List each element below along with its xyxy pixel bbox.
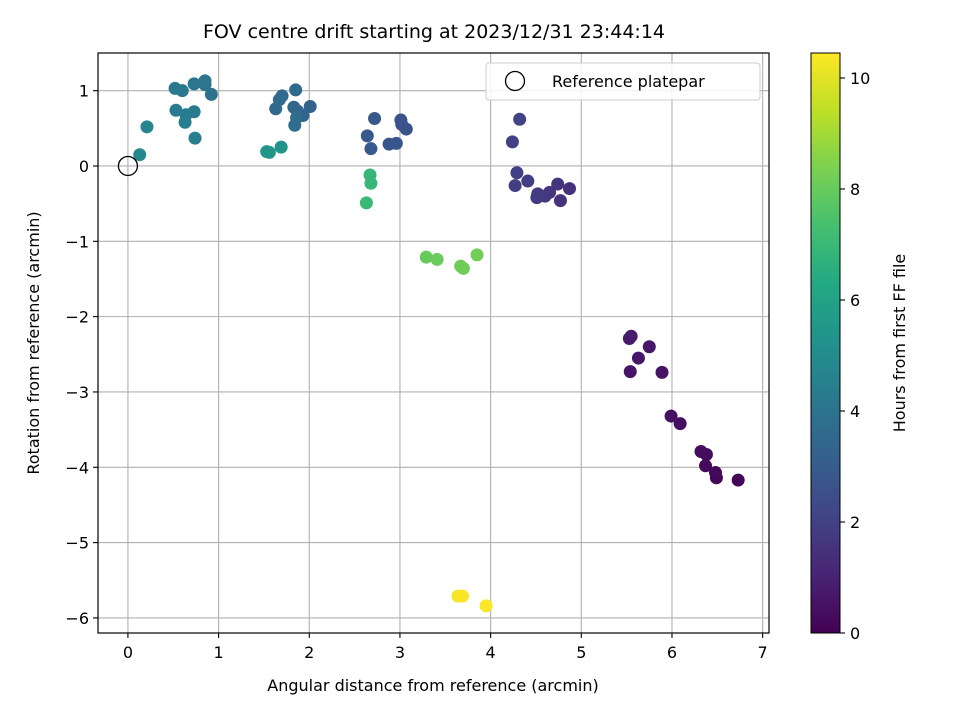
legend-label: Reference platepar bbox=[552, 72, 705, 91]
scatter-point bbox=[508, 179, 522, 193]
y-tick-label: −4 bbox=[65, 458, 89, 477]
scatter-point bbox=[169, 103, 183, 117]
scatter-point bbox=[364, 176, 378, 190]
scatter-point bbox=[430, 252, 444, 266]
plot-area: 0 1 2 3 4 5 6 7 −6 −5 −4 −3 −2 −1 0 1 bbox=[65, 52, 770, 662]
y-tick-label: 0 bbox=[79, 157, 89, 176]
scatter-point bbox=[269, 102, 283, 116]
scatter-point bbox=[513, 112, 527, 126]
scatter-point bbox=[531, 187, 545, 201]
colorbar-tick-label: 8 bbox=[850, 180, 860, 199]
scatter-point bbox=[140, 120, 154, 134]
y-tick-label: −3 bbox=[65, 383, 89, 402]
scatter-point bbox=[287, 100, 301, 114]
y-tick-label: 1 bbox=[79, 82, 89, 101]
scatter-point bbox=[419, 250, 433, 264]
y-tick-label: −6 bbox=[65, 609, 89, 628]
y-tick-label: −5 bbox=[65, 534, 89, 553]
colorbar-tick-label: 6 bbox=[850, 291, 860, 310]
scatter-point bbox=[198, 74, 212, 88]
scatter-point bbox=[655, 365, 669, 379]
colorbar-tick-label: 10 bbox=[850, 69, 870, 88]
scatter-point bbox=[563, 182, 577, 196]
scatter-point bbox=[642, 340, 656, 354]
scatter-point bbox=[303, 99, 317, 113]
scatter-point bbox=[623, 365, 637, 379]
y-tick-label: −2 bbox=[65, 308, 89, 327]
plot-frame bbox=[97, 52, 770, 634]
scatter-point bbox=[204, 87, 218, 101]
scatter-point bbox=[288, 118, 302, 132]
scatter-point bbox=[709, 466, 723, 480]
scatter-point bbox=[168, 81, 182, 95]
x-tick-label: 3 bbox=[395, 643, 405, 662]
x-tick-label: 2 bbox=[304, 643, 314, 662]
scatter-point bbox=[456, 589, 470, 603]
legend-marker bbox=[504, 70, 526, 92]
scatter-point bbox=[260, 145, 274, 159]
reference-marker-group bbox=[117, 155, 139, 177]
scatter-point bbox=[187, 77, 201, 91]
x-tick-label: 6 bbox=[667, 643, 677, 662]
y-tick-label: −1 bbox=[65, 232, 89, 251]
scatter-point bbox=[368, 112, 382, 126]
legend: Reference platepar bbox=[485, 62, 761, 101]
chart-title: FOV centre drift starting at 2023/12/31 … bbox=[203, 21, 665, 43]
y-axis-label: Rotation from reference (arcmin) bbox=[24, 211, 43, 474]
scatter-point bbox=[553, 194, 567, 208]
scatter-point bbox=[694, 444, 708, 458]
colorbar-tick-label: 2 bbox=[850, 513, 860, 532]
x-axis-label: Angular distance from reference (arcmin) bbox=[267, 676, 598, 695]
scatter-point bbox=[551, 177, 565, 191]
x-axis-ticks: 0 1 2 3 4 5 6 7 bbox=[123, 633, 768, 662]
scatter-point bbox=[364, 142, 378, 156]
grid-lines bbox=[98, 53, 769, 633]
scatter-point bbox=[510, 166, 524, 180]
scatter-point bbox=[624, 329, 638, 343]
x-tick-label: 4 bbox=[486, 643, 496, 662]
x-tick-label: 7 bbox=[758, 643, 768, 662]
scatter-point bbox=[274, 140, 288, 154]
scatter-point bbox=[505, 135, 519, 149]
colorbar-gradient bbox=[810, 52, 841, 634]
scatter-point bbox=[470, 248, 484, 262]
reference-marker bbox=[117, 155, 139, 177]
plot-background bbox=[98, 53, 769, 633]
scatter-point bbox=[731, 473, 745, 487]
colorbar-label: Hours from first FF file bbox=[890, 254, 909, 433]
x-tick-label: 0 bbox=[123, 643, 133, 662]
scatter-point bbox=[360, 129, 374, 143]
scatter-point bbox=[456, 261, 470, 275]
y-axis-ticks: −6 −5 −4 −3 −2 −1 0 1 bbox=[65, 82, 98, 628]
scatter-point bbox=[178, 115, 192, 129]
scatter-points bbox=[133, 74, 745, 613]
scatter-point bbox=[699, 459, 713, 473]
scatter-point bbox=[631, 351, 645, 365]
scatter-point bbox=[382, 137, 396, 151]
scatter-point bbox=[133, 148, 147, 162]
scatter-point bbox=[673, 417, 687, 431]
colorbar-tick-label: 0 bbox=[850, 624, 860, 643]
x-tick-label: 1 bbox=[214, 643, 224, 662]
colorbar-tick-label: 4 bbox=[850, 402, 860, 421]
colorbar-ticks: 0 2 4 6 8 10 bbox=[840, 69, 870, 643]
scatter-point bbox=[188, 131, 202, 145]
scatter-point bbox=[395, 118, 409, 132]
scatter-point bbox=[359, 196, 373, 210]
colorbar: 0 2 4 6 8 10 Hours from first FF file bbox=[810, 52, 909, 643]
scatter-point bbox=[521, 174, 535, 188]
legend-box bbox=[485, 62, 761, 101]
scatter-point bbox=[289, 83, 303, 97]
scatter-point bbox=[664, 409, 678, 423]
scatter-point bbox=[479, 599, 493, 613]
x-tick-label: 5 bbox=[576, 643, 586, 662]
